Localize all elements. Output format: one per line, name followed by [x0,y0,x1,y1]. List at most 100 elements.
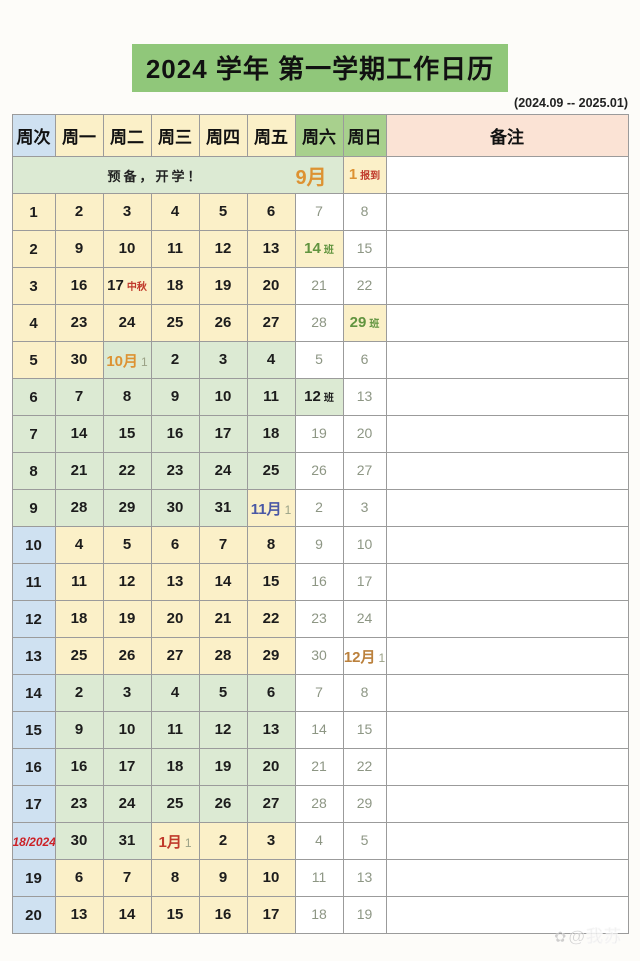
date-cell: 5 [294,341,344,379]
week-number: 1 [29,203,38,221]
cell-text: 18 [262,425,280,442]
week-row: 2 9 10 11 12 13 14 班 15 [11,230,629,268]
remark-cell [385,748,629,786]
date-cell: 18 [150,267,200,305]
date-cell: 4 [54,526,104,564]
cell-text: 中秋 [126,282,147,293]
cell-text: 8 [266,536,276,553]
date-cell: 23 [294,600,344,638]
cell-text: 16 [70,758,88,775]
cell-text: 24 [214,462,232,479]
date-cell: 20 [246,748,296,786]
date-cell: 27 [246,785,296,823]
cell-text: 7 [122,869,132,886]
date-cell: 21 [198,600,248,638]
cell-text: 13 [166,573,184,590]
date-cell: 18 [294,896,344,934]
cell-text: 21 [70,462,88,479]
week-number-cell: 8 [11,452,56,490]
date-cell: 19 [294,415,344,453]
date-cell: 20 [150,600,200,638]
cell-text: 2 [74,203,84,220]
remark-cell [385,896,629,934]
date-cell: 28 [198,637,248,675]
cell-text: 10 [118,240,136,257]
remark-cell [385,822,629,860]
date-cell: 21 [294,748,344,786]
header-cell: 周五 [246,114,296,157]
cell-text: 6 [170,536,180,553]
month-banner-inner: 预备，开学！ 9月 [13,161,342,190]
watermark-text: @我苏 [568,927,622,947]
cell-text: 17 [118,758,136,775]
cell-text: 17 [356,573,373,589]
week-row: 11 11 12 13 14 15 16 17 [11,563,629,601]
week-row: 14 2 3 4 5 6 7 8 [11,674,629,712]
date-cell: 26 [198,304,248,342]
date-cell: 26 [198,785,248,823]
cell-text: 18 [311,906,327,922]
cell-text: 8 [122,388,132,405]
date-cell: 3 [246,822,296,860]
title-bar: 2024 学年 第一学期工作日历 [0,0,640,92]
cell-text: 9 [74,721,84,738]
date-cell: 13 [246,230,296,268]
week-row: 16 16 17 18 19 20 21 22 [11,748,629,786]
week-number: 10 [25,536,42,554]
calendar-table: 周次 周一 周二 周三 周四 周五 周六 周日 备注 预备，开学！ 9月 1 报到 1 2 3 4 5 6 7 8 2 9 1… [11,114,629,934]
cell-text: 16 [214,906,232,923]
cell-text: 18 [166,758,184,775]
date-cell: 24 [198,452,248,490]
date-cell: 20 [246,267,296,305]
cell-text: 5 [218,203,228,220]
date-cell: 25 [150,785,200,823]
cell-text: 5 [315,351,323,367]
remark-cell [385,600,629,638]
week-row: 17 23 24 25 26 27 28 29 [11,785,629,823]
date-cell: 12 [198,711,248,749]
cell-text: 29 [349,314,367,331]
cell-text: 22 [262,610,280,627]
week-number: 5 [29,351,38,369]
date-cell: 20 [342,415,387,453]
date-cell: 3 [102,674,152,712]
date-cell: 22 [102,452,152,490]
remark-cell [385,156,629,194]
date-cell: 14 [102,896,152,934]
date-cell: 5 [342,822,387,860]
date-cell: 14 [54,415,104,453]
cell-text: 17 [107,277,124,294]
cell-text: 1 [284,502,292,517]
cell-text: 5 [122,536,132,553]
cell-text: 9 [74,240,84,257]
cell-text: 11 [311,869,327,885]
cell-text: 26 [311,462,327,478]
week-number-cell: 11 [11,563,56,601]
date-cell: 6 [246,674,296,712]
cell-text: 8 [170,869,180,886]
cell-text: 14 [214,573,232,590]
cell-text: 20 [262,277,280,294]
week-number: 15 [25,721,42,739]
date-cell: 9 [54,711,104,749]
month-label: 9月 [295,166,327,189]
cell-text: 6 [74,869,84,886]
week-number-cell: 10 [11,526,56,564]
week-number: 12 [25,610,42,628]
cell-text: 30 [166,499,184,516]
cell-text: 23 [311,610,327,626]
cell-text: 13 [356,869,373,885]
cell-text: 25 [166,795,184,812]
cell-text: 3 [122,203,132,220]
remark-cell [385,415,629,453]
date-cell: 30 [150,489,200,527]
cell-text: 2 [170,351,180,368]
cell-text: 26 [214,314,232,331]
date-cell: 27 [246,304,296,342]
date-cell: 26 [294,452,344,490]
cell-text: 27 [166,647,184,664]
date-cell: 13 [342,378,387,416]
date-cell: 21 [54,452,104,490]
date-cell: 16 [150,415,200,453]
cell-text: 29 [262,647,280,664]
